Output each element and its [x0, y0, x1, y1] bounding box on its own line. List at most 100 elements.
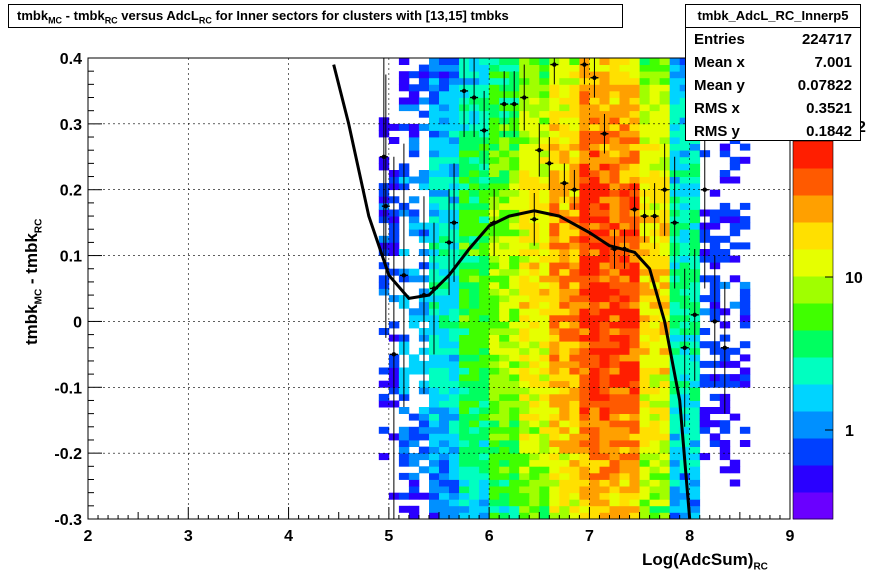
heatmap-cell — [639, 321, 650, 329]
heatmap-cell — [489, 130, 500, 138]
heatmap-cell — [479, 479, 490, 487]
heatmap-cell — [669, 499, 681, 507]
heatmap-cell — [659, 440, 670, 447]
heatmap-cell — [569, 229, 580, 237]
heatmap-cell — [619, 176, 630, 184]
heatmap-cell — [529, 360, 540, 368]
heatmap-cell — [459, 512, 470, 520]
heatmap-cell — [629, 341, 640, 349]
heatmap-cell — [659, 249, 670, 256]
heatmap-cell — [629, 163, 640, 171]
heatmap-cell — [459, 235, 470, 243]
heatmap-cell — [669, 341, 681, 349]
heatmap-cell — [619, 499, 630, 507]
heatmap-cell — [449, 426, 460, 434]
heatmap-cell — [669, 486, 681, 494]
heatmap-cell — [489, 163, 500, 171]
heatmap-cell — [609, 334, 620, 342]
heatmap-cell — [539, 130, 550, 138]
heatmap-cell — [408, 321, 420, 329]
heatmap-cell — [529, 249, 540, 256]
heatmap-cell — [439, 84, 450, 92]
heatmap-cell — [629, 459, 640, 467]
color-scale-band — [793, 465, 833, 493]
heatmap-cell — [549, 301, 560, 309]
heatmap-cell — [699, 413, 711, 421]
heatmap-cell — [589, 446, 600, 454]
heatmap-cell — [689, 222, 701, 230]
heatmap-cell — [689, 170, 701, 177]
heatmap-cell — [499, 235, 510, 243]
heatmap-cell — [659, 71, 670, 79]
heatmap-cell — [569, 288, 580, 296]
heatmap-cell — [459, 433, 470, 441]
heatmap-cell — [499, 275, 510, 283]
heatmap-cell — [599, 360, 610, 368]
heatmap-cell — [509, 347, 520, 355]
heatmap-cell — [439, 104, 450, 112]
heatmap-cell — [509, 459, 520, 467]
heatmap-cell — [449, 512, 460, 520]
x-tick-label: 5 — [384, 528, 393, 545]
heatmap-cell — [619, 130, 630, 138]
heatmap-cell — [569, 117, 580, 125]
heatmap-cell — [619, 505, 630, 513]
heatmap-cell — [529, 170, 540, 177]
heatmap-cell — [408, 275, 420, 283]
heatmap-cell — [589, 255, 600, 263]
heatmap-cell — [609, 117, 620, 125]
heatmap-cell — [439, 387, 450, 395]
heatmap-cell — [539, 380, 550, 388]
heatmap-cell — [469, 235, 480, 243]
heatmap-cell — [599, 216, 610, 224]
heatmap-cell — [609, 479, 620, 487]
heatmap-cell — [549, 288, 560, 296]
heatmap-cell — [659, 512, 670, 520]
heatmap-cell — [449, 347, 460, 355]
heatmap-cell — [559, 84, 570, 92]
heatmap-cell — [539, 341, 550, 349]
y-tick-label: -0.1 — [54, 380, 82, 397]
heatmap-cell — [559, 426, 570, 434]
heatmap-cell — [549, 170, 560, 177]
heatmap-cell — [579, 486, 590, 494]
heatmap-cell — [609, 426, 620, 434]
heatmap-cell — [599, 189, 610, 197]
heatmap-cell — [449, 77, 460, 85]
heatmap-cell — [479, 262, 490, 270]
heatmap-cell — [439, 216, 450, 224]
heatmap-cell — [599, 90, 610, 98]
heatmap-cell — [689, 413, 701, 421]
heatmap-cell — [619, 374, 630, 382]
heatmap-cell — [479, 328, 490, 335]
heatmap-cell — [489, 170, 500, 177]
heatmap-cell — [679, 196, 691, 204]
heatmap-cell — [559, 374, 570, 382]
heatmap-cell — [449, 97, 460, 105]
heatmap-cell — [599, 374, 610, 382]
heatmap-cell — [449, 90, 460, 98]
heatmap-cell — [489, 505, 500, 513]
heatmap-cell — [719, 420, 731, 428]
heatmap-cell — [459, 229, 470, 237]
heatmap-cell — [539, 295, 550, 303]
heatmap-cell — [559, 413, 570, 421]
heatmap-cell — [639, 374, 650, 382]
heatmap-cell — [579, 328, 590, 335]
heatmap-cell — [569, 433, 580, 441]
heatmap-cell — [669, 288, 681, 296]
heatmap-cell — [459, 242, 470, 250]
heatmap-cell — [449, 341, 460, 349]
heatmap-cell — [418, 64, 430, 72]
heatmap-cell — [649, 512, 660, 520]
heatmap-cell — [559, 150, 570, 158]
heatmap-cell — [579, 216, 590, 224]
heatmap-cell — [579, 360, 590, 368]
heatmap-cell — [429, 393, 440, 401]
heatmap-cell — [559, 499, 570, 507]
heatmap-cell — [408, 196, 420, 204]
heatmap-cell — [729, 479, 741, 487]
heatmap-cell — [529, 84, 540, 92]
heatmap-cell — [489, 387, 500, 395]
heatmap-cell — [489, 472, 500, 480]
